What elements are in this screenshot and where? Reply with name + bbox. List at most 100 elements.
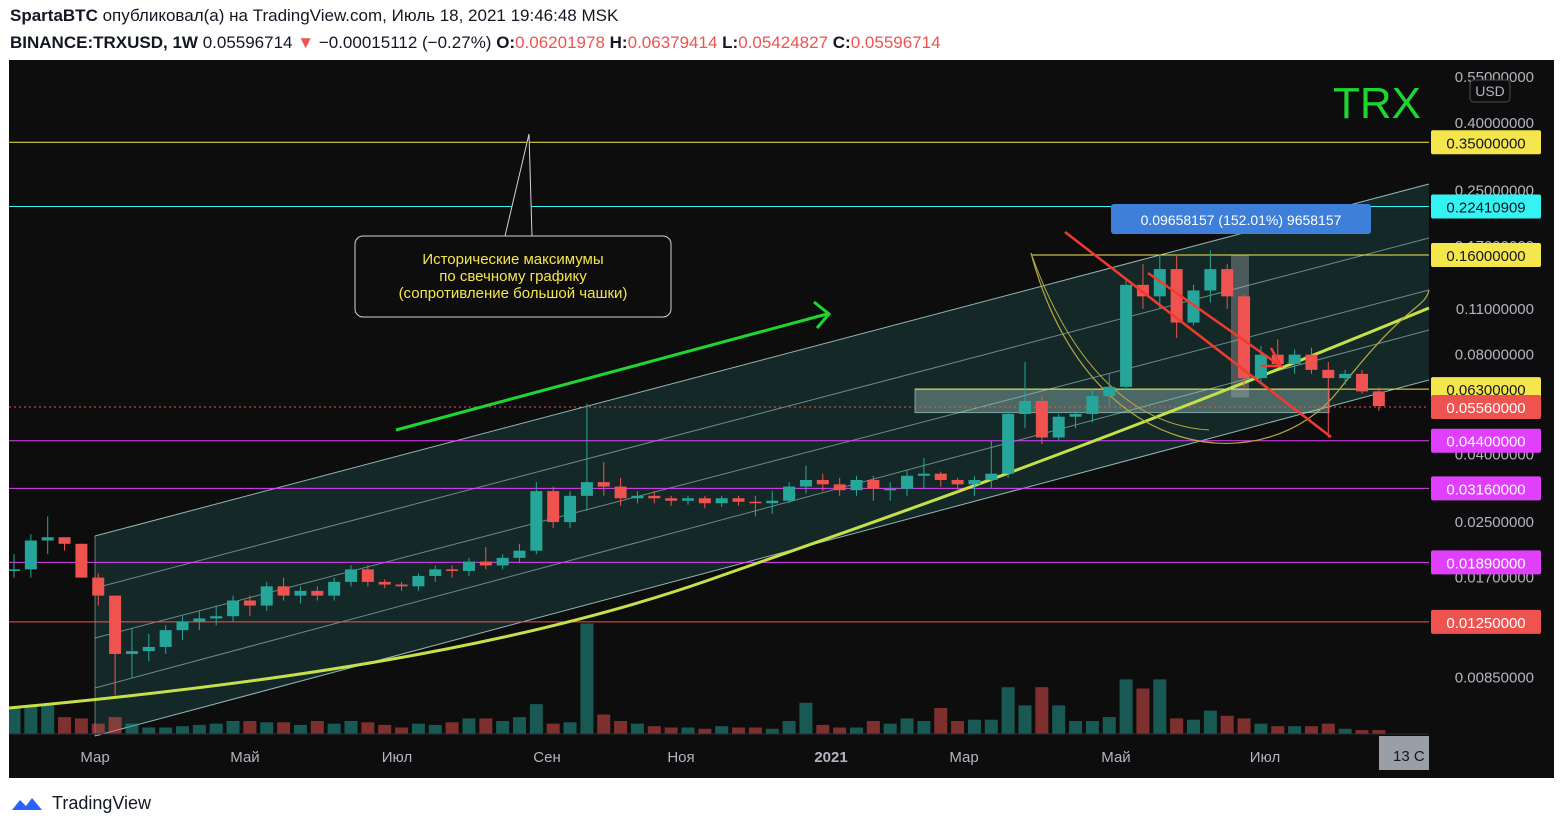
- volume-bar: [310, 721, 324, 734]
- candle-up: [1069, 413, 1082, 417]
- candle-up: [176, 621, 189, 631]
- volume-bar: [630, 723, 644, 734]
- candle-up: [715, 498, 728, 504]
- price-change: −0.00015112 (−0.27%): [318, 33, 492, 52]
- candle-down: [361, 569, 374, 582]
- price-tick-label: 0.02500000: [1455, 514, 1534, 531]
- candle-down: [648, 495, 661, 499]
- channel-fill: [95, 184, 1429, 736]
- volume-bar: [428, 724, 442, 734]
- volume-bar: [1069, 721, 1083, 734]
- volume-bar: [698, 728, 712, 734]
- price-badge-label: 0.06300000: [1446, 382, 1525, 399]
- price-tick-label: 0.08000000: [1455, 347, 1534, 364]
- regression-channel: [94, 183, 1430, 737]
- volume-bar: [378, 724, 392, 734]
- open-label: O:: [496, 33, 516, 52]
- candle-down: [395, 584, 408, 587]
- price-badge: [1431, 550, 1541, 575]
- candle-up: [328, 581, 341, 596]
- channel-line: [94, 289, 1430, 639]
- candle-up: [345, 569, 357, 582]
- candle-up: [580, 482, 593, 496]
- volume-bar: [597, 714, 611, 734]
- candle-down: [1372, 391, 1385, 407]
- candle-down: [698, 498, 711, 504]
- volume-bar: [209, 723, 223, 734]
- candle-up: [799, 479, 812, 487]
- measure-label-text: 0.09658157 (152.01%) 9658157: [1141, 212, 1342, 228]
- volume-bar: [176, 726, 189, 734]
- volume-bar: [833, 727, 847, 734]
- chart-area[interactable]: Исторические максимумы по свечному график…: [9, 60, 1554, 778]
- price-badge: [1431, 242, 1541, 267]
- countdown-label: 13 С: [1393, 748, 1425, 765]
- publication-header: SpartaBTC опубликовал(а) на TradingView.…: [10, 6, 618, 26]
- candle-up: [41, 537, 54, 541]
- candle-up: [9, 569, 20, 571]
- measure-label-box: [1111, 204, 1371, 234]
- open-value: 0.06201978: [515, 33, 605, 52]
- channel-line: [94, 329, 1430, 689]
- volume-bar: [260, 722, 274, 734]
- candle-up: [1339, 373, 1352, 379]
- candle-down: [951, 479, 964, 485]
- volume-bar: [664, 727, 678, 734]
- candle-up: [1086, 396, 1099, 414]
- unit-badge: [1469, 79, 1511, 103]
- volume-bar: [1153, 679, 1167, 734]
- volume-bar: [344, 721, 358, 734]
- volume-bar: [58, 717, 72, 734]
- candle-up: [682, 498, 694, 501]
- footer-brand[interactable]: TradingView: [52, 793, 152, 813]
- candle-down: [614, 486, 627, 499]
- candle-up: [260, 586, 273, 606]
- candle-up: [412, 575, 425, 587]
- candle-down: [1170, 269, 1183, 323]
- candle-up: [1254, 354, 1267, 379]
- volume-bar: [1254, 723, 1268, 734]
- time-tick-label: Сен: [533, 749, 560, 766]
- callout-text: Исторические максимумы: [422, 251, 603, 268]
- candle-up: [766, 500, 779, 504]
- volume-bar: [24, 705, 38, 734]
- callout-text: (сопротивление большой чашки): [399, 285, 628, 302]
- volume-bar: [226, 721, 240, 734]
- candle-up: [917, 473, 930, 476]
- candle-up: [1288, 354, 1301, 364]
- high-value: 0.06379414: [627, 33, 718, 52]
- volume-bar: [765, 728, 779, 734]
- price-badge-label: 0.03160000: [1446, 481, 1525, 498]
- volume-bar: [1304, 726, 1318, 734]
- candle-down: [92, 577, 105, 596]
- tradingview-logo-icon: [12, 797, 42, 810]
- candle-up: [1187, 290, 1200, 323]
- volume-bar: [546, 723, 560, 734]
- time-scale[interactable]: Мар Май Июл Сен Ноя 2021 Мар Май Июл 13 С: [80, 736, 1429, 770]
- volume-bar: [1203, 710, 1217, 734]
- volume-bar: [1355, 730, 1369, 734]
- candle-down: [109, 595, 122, 654]
- volume-bar: [782, 721, 796, 734]
- time-tick-label: Июл: [382, 749, 412, 766]
- candle-down: [1356, 373, 1368, 392]
- candle-down: [1221, 269, 1234, 297]
- volume-bar: [277, 722, 291, 734]
- time-tick-label: Май: [230, 749, 259, 766]
- candle-down: [378, 581, 391, 585]
- volume-bar: [799, 702, 813, 734]
- author-name[interactable]: SpartaBTC: [10, 6, 98, 25]
- time-tick-label: Мар: [949, 749, 978, 766]
- downtrend-arrow-head: [1261, 347, 1284, 368]
- uptrend-arrow: [395, 312, 828, 432]
- price-badge-label: 0.01890000: [1446, 555, 1525, 572]
- candle-down: [867, 479, 880, 489]
- price-badge-label: 0.22410909: [1446, 199, 1525, 216]
- time-tick-label: Ноя: [667, 749, 694, 766]
- volume-bar: [1372, 730, 1386, 734]
- last-price: 0.05596714: [202, 33, 293, 52]
- channel-line: [94, 379, 1430, 737]
- price-scale[interactable]: 0.550000000.400000000.250000000.17000000…: [1431, 69, 1541, 686]
